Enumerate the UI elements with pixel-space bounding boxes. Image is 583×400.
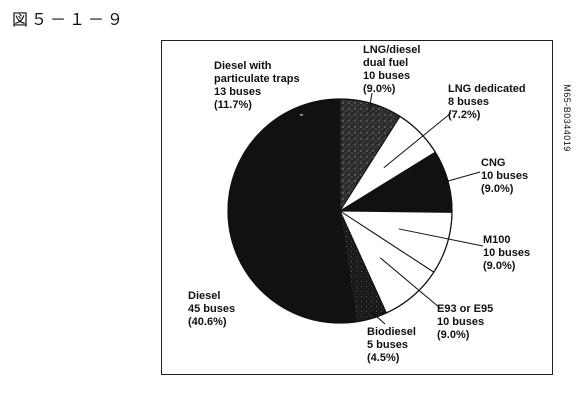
pie-outline [227,98,453,324]
leader-line-3 [439,171,481,184]
slice-label-line: (7.2%) [448,109,481,121]
slice-label-line: Biodiesel [367,326,416,338]
chart-frame [161,40,553,375]
slice-label-line: 10 buses [483,247,531,259]
leader-line-6 [368,309,386,325]
slice-label-1: LNG/diesel dual fuel 10 buses (9.0%) [363,44,420,96]
leader-line-5 [379,257,441,309]
slice-label-line: Diesel [188,290,221,302]
slice-label-8: Diesel with particulate traps 13 buses (11.… [214,60,300,112]
slice-label-line: 13 buses [214,86,262,98]
slice-label-line: (9.0%) [481,183,514,195]
slice-label-line: 5 buses [367,339,408,351]
slice-label-line: (9.0%) [483,260,516,272]
slice-label-line: 10 buses [481,170,529,182]
slice-label-line: 10 buses [437,316,485,328]
slice-label-6: Biodiesel 5 buses (4.5%) [367,326,416,365]
slice-label-line: (9.0%) [437,329,470,341]
slice-label-line: 45 buses [188,303,236,315]
slice-label-4: M100 10 buses (9.0%) [483,234,530,273]
document-code: M65-B0344019 [556,38,578,198]
slice-label-line: LNG dedicated [448,83,526,95]
leader-line-1 [368,92,373,113]
slice-label-line: particulate traps [214,73,300,85]
slice-label-line: dual fuel [363,57,409,69]
slice-label-7: Diesel 45 buses (40.6%) [188,290,235,329]
leader-line-2 [383,112,452,169]
slice-label-2: LNG dedicated 8 buses (7.2%) [448,83,526,122]
slice-label-line: 10 buses [363,70,411,82]
slice-label-line: E93 or E95 [437,303,494,315]
slice-label-5: E93 or E95 10 buses (9.0%) [437,303,493,342]
slice-label-line: M100 [483,234,511,246]
slice-label-line: LNG/diesel [363,44,421,56]
slice-label-line: CNG [481,157,506,169]
slice-label-line: Diesel with [214,60,272,72]
slice-label-line: (9.0%) [363,83,396,95]
figure-label: 図５－１－９ [12,10,127,29]
document-code-text: M65-B0344019 [562,84,572,152]
slice-label-line: (40.6%) [188,316,227,328]
leader-line-4 [398,228,484,247]
slice-label-line: 8 buses [448,96,489,108]
slice-label-line: (11.7%) [214,99,252,111]
slice-label-3: CNG 10 buses (9.0%) [481,157,528,196]
slice-label-line: (4.5%) [367,352,400,364]
